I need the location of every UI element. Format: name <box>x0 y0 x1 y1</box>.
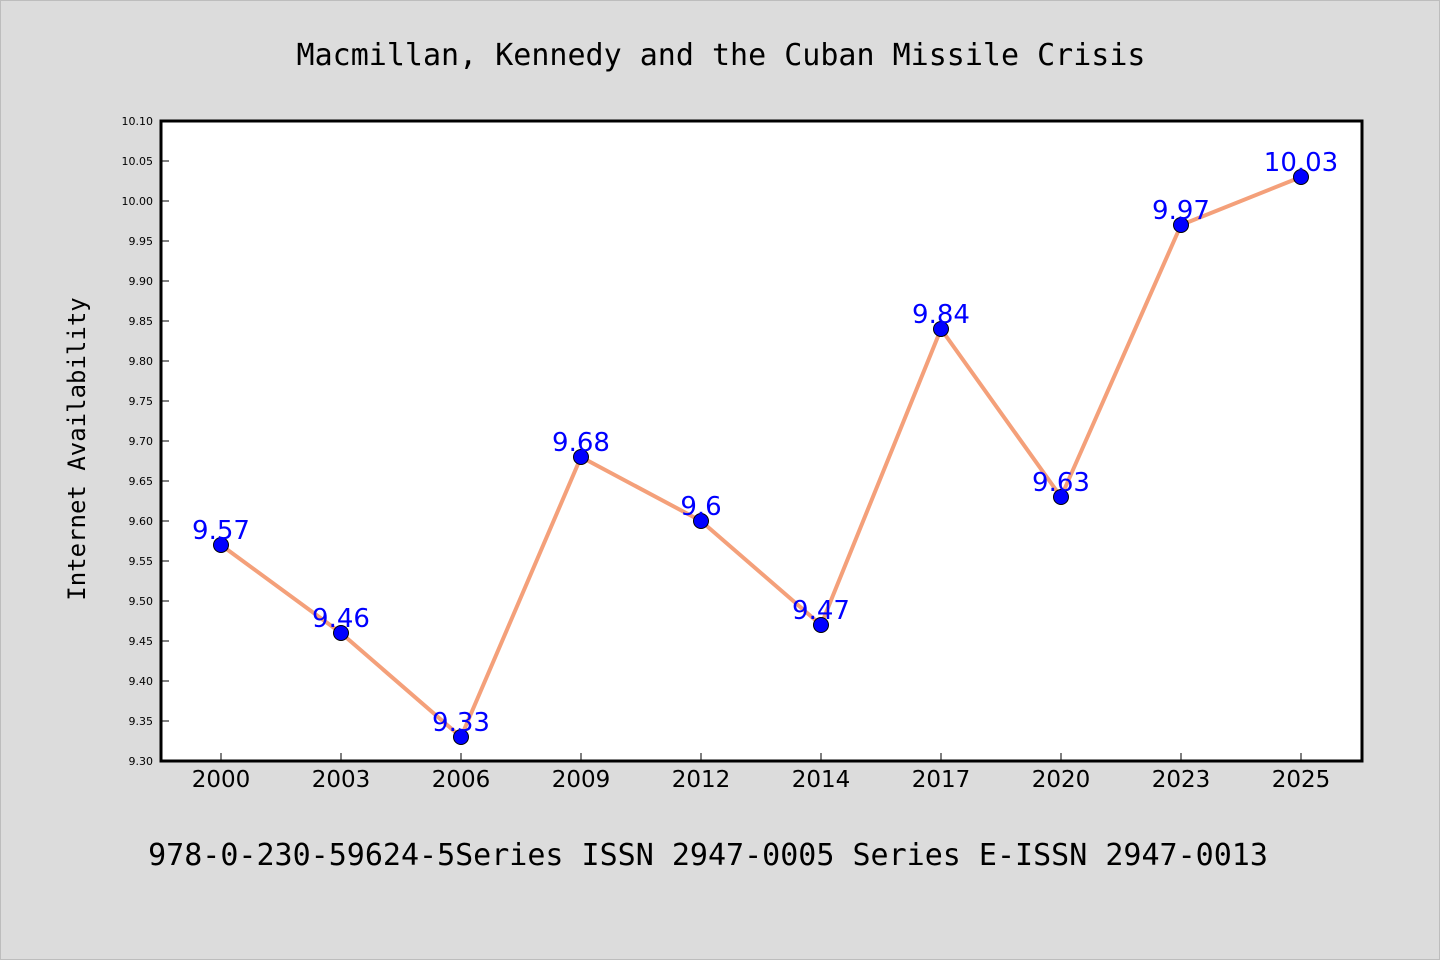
data-point-marker <box>933 321 949 337</box>
y-tick-label: 9.75 <box>129 395 154 408</box>
data-point-label: 9.57 <box>192 516 250 546</box>
data-point-marker <box>213 537 229 553</box>
y-axis-label: Internet Availability <box>63 297 91 600</box>
y-tick-label: 9.35 <box>129 715 154 728</box>
x-tick-label: 2000 <box>192 767 251 793</box>
y-tick-label: 10.00 <box>122 195 154 208</box>
x-tick-label: 2012 <box>672 767 731 793</box>
data-point-label: 9.6 <box>680 492 721 522</box>
data-point-marker <box>333 625 349 641</box>
y-tick-label: 9.50 <box>129 595 154 608</box>
data-point-label: 9.97 <box>1152 196 1210 226</box>
data-point-label: 9.68 <box>552 428 610 458</box>
y-tick-label: 9.60 <box>129 515 154 528</box>
y-tick-label: 10.10 <box>122 115 154 128</box>
data-point-marker <box>693 513 709 529</box>
x-tick-label: 2025 <box>1272 767 1331 793</box>
y-tick-label: 9.40 <box>129 675 154 688</box>
series-line <box>219 175 1303 739</box>
x-tick-label: 2006 <box>432 767 491 793</box>
y-axis: 9.30 9.35 9.40 9.45 9.50 9.55 9.60 9.65 9.70 9.75… <box>122 115 169 768</box>
x-axis: 2000 2003 2006 2009 2012 2014 2017 2020 2023 2025 <box>192 753 1331 793</box>
y-tick-label: 9.80 <box>129 355 154 368</box>
y-tick-label: 9.85 <box>129 315 154 328</box>
x-tick-label: 2003 <box>312 767 371 793</box>
plot-area <box>159 119 1364 763</box>
data-point-label: 9.47 <box>792 596 850 626</box>
series-layer: 9.57 9.46 9.33 9.68 9.6 9.47 9.84 9.63 9.97 10.03 <box>192 148 1338 745</box>
chart-title: Macmillan, Kennedy and the Cuban Missile… <box>297 38 1146 73</box>
data-point-marker <box>1173 217 1189 233</box>
y-tick-label: 9.55 <box>129 555 154 568</box>
y-tick-label: 10.05 <box>122 155 154 168</box>
data-point-marker <box>813 617 829 633</box>
y-tick-label: 9.90 <box>129 275 154 288</box>
data-point-label: 9.46 <box>312 604 370 634</box>
data-point-label: 9.84 <box>912 300 970 330</box>
data-point-label: 10.03 <box>1264 148 1338 178</box>
y-tick-label: 9.95 <box>129 235 154 248</box>
x-tick-label: 2017 <box>912 767 971 793</box>
footer-isbn-text: 978-0-230-59624-5Series ISSN 2947-0005 S… <box>148 838 1268 873</box>
data-point-marker <box>453 729 469 745</box>
data-point-label: 9.33 <box>432 708 490 738</box>
y-tick-label: 9.70 <box>129 435 154 448</box>
x-tick-label: 2023 <box>1152 767 1211 793</box>
data-point-marker <box>1053 489 1069 505</box>
data-point-marker <box>573 449 589 465</box>
data-point-label: 9.63 <box>1032 468 1090 498</box>
x-tick-label: 2009 <box>552 767 611 793</box>
x-tick-label: 2014 <box>792 767 851 793</box>
x-tick-label: 2020 <box>1032 767 1091 793</box>
y-tick-label: 9.45 <box>129 635 154 648</box>
data-point-marker <box>1293 169 1309 185</box>
y-tick-label: 9.65 <box>129 475 154 488</box>
y-tick-label: 9.30 <box>129 755 154 768</box>
